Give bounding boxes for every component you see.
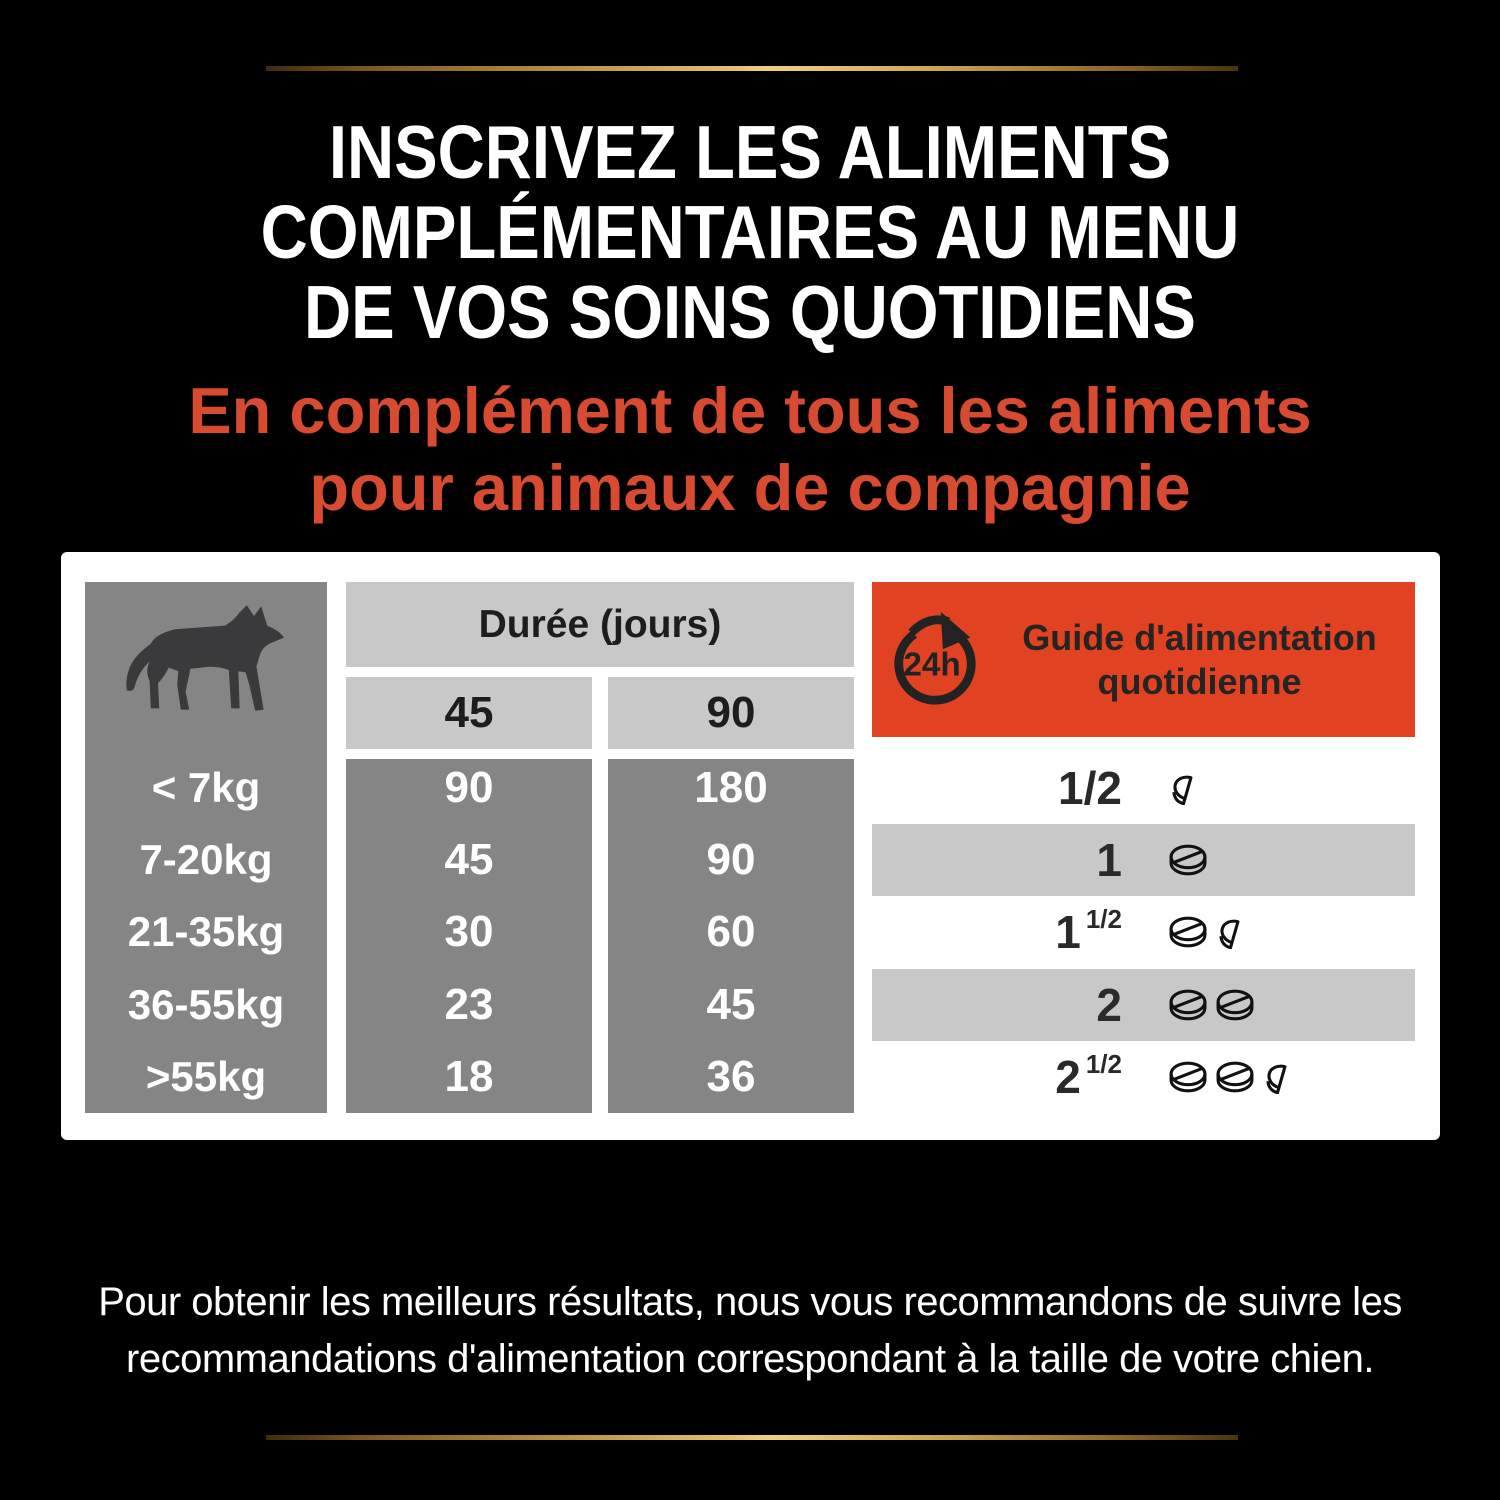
feeding-guide-header: 24h Guide d'alimentation quotidienne bbox=[872, 582, 1415, 737]
weight-row-label: < 7kg bbox=[151, 764, 261, 811]
page-subtitle: En complément de tous les aliments pour … bbox=[0, 372, 1500, 526]
guide-title-line: quotidienne bbox=[1097, 660, 1302, 702]
duration-45-values: 90 45 30 23 18 bbox=[346, 759, 592, 1113]
feeding-guide-row: 2 1/2 bbox=[872, 1041, 1415, 1113]
duration-value: 23 bbox=[444, 979, 494, 1029]
tablet-full-icon bbox=[1169, 917, 1207, 948]
duration-value: 30 bbox=[444, 907, 494, 957]
subtitle-line: En complément de tous les aliments bbox=[188, 374, 1312, 447]
page-title: INSCRIVEZ LES ALIMENTS COMPLÉMENTAIRES A… bbox=[98, 112, 1403, 352]
tablet-count: 2 bbox=[1096, 978, 1122, 1031]
feeding-table-card: < 7kg 7-20kg 21-35kg 36-55kg >55kg Durée (jo… bbox=[61, 552, 1440, 1140]
tablet-icons bbox=[1168, 915, 1243, 950]
feeding-guide-row: 1 bbox=[872, 824, 1415, 897]
tablet-count: 1 1/2 bbox=[1055, 904, 1122, 959]
weight-row-label: 21-35kg bbox=[127, 908, 285, 956]
duration-value: 60 bbox=[706, 907, 756, 957]
tablet-half-icon bbox=[1219, 920, 1240, 950]
duration-col-45-label: 45 bbox=[444, 688, 494, 737]
duration-value: 90 bbox=[444, 763, 494, 812]
title-line: DE VOS SOINS QUOTIDIENS bbox=[304, 270, 1196, 354]
footer-line: Pour obtenir les meilleurs résultats, no… bbox=[98, 1280, 1402, 1324]
dog-icon bbox=[126, 605, 284, 711]
duration-value: 45 bbox=[444, 835, 494, 885]
tablet-full-icon bbox=[1216, 989, 1254, 1021]
tablet-full-icon bbox=[1216, 1061, 1254, 1093]
tablet-icons bbox=[1168, 1060, 1290, 1094]
weight-row-label: 7-20kg bbox=[139, 836, 273, 884]
24h-clock-arrow-icon: 24h bbox=[894, 611, 976, 705]
duration-col-45-header: 45 bbox=[346, 677, 592, 749]
subtitle-line: pour animaux de compagnie bbox=[309, 451, 1191, 524]
duration-value: 45 bbox=[706, 979, 756, 1029]
duration-value: 18 bbox=[444, 1051, 494, 1101]
duration-header: Durée (jours) bbox=[346, 582, 854, 667]
duration-value: 180 bbox=[694, 763, 768, 812]
feeding-guide-row: 2 bbox=[872, 968, 1415, 1041]
duration-value: 36 bbox=[706, 1051, 756, 1101]
footer-line: recommandations d'alimentation correspon… bbox=[126, 1337, 1374, 1381]
tablet-half-icon bbox=[1266, 1064, 1287, 1094]
feeding-guide-rows: 1/2 1 1 1/2 2 2 1/2 bbox=[872, 752, 1415, 1113]
footer-note: Pour obtenir les meilleurs résultats, no… bbox=[0, 1274, 1500, 1388]
feeding-guide-row: 1/2 bbox=[872, 752, 1415, 824]
tablet-icons bbox=[1168, 988, 1255, 1022]
weight-row-label: >55kg bbox=[145, 1052, 267, 1100]
title-line: COMPLÉMENTAIRES AU MENU bbox=[260, 190, 1240, 274]
duration-value: 90 bbox=[706, 835, 756, 885]
weight-column: < 7kg 7-20kg 21-35kg 36-55kg >55kg bbox=[85, 582, 327, 1113]
svg-text:24h: 24h bbox=[903, 646, 960, 683]
feeding-guide-row: 1 1/2 bbox=[872, 896, 1415, 968]
duration-90-values: 180 90 60 45 36 bbox=[608, 759, 854, 1113]
weight-row-label: 36-55kg bbox=[127, 980, 285, 1028]
duration-col-90-header: 90 bbox=[608, 677, 854, 749]
tablet-half-icon bbox=[1172, 775, 1193, 806]
duration-col-90-label: 90 bbox=[706, 688, 756, 737]
top-divider bbox=[266, 66, 1238, 71]
duration-header-label: Durée (jours) bbox=[478, 602, 722, 646]
tablet-icons bbox=[1168, 771, 1196, 806]
title-line: INSCRIVEZ LES ALIMENTS bbox=[328, 110, 1172, 194]
bottom-divider bbox=[266, 1435, 1238, 1440]
tablet-full-icon bbox=[1169, 1061, 1207, 1093]
tablet-full-icon bbox=[1169, 844, 1207, 876]
tablet-count: 1/2 bbox=[1058, 762, 1122, 815]
feeding-guide-title: Guide d'alimentation quotidienne bbox=[984, 616, 1415, 704]
tablet-count: 2 1/2 bbox=[1055, 1048, 1122, 1103]
tablet-count: 1 bbox=[1096, 834, 1122, 887]
guide-title-line: Guide d'alimentation bbox=[1022, 616, 1377, 658]
tablet-full-icon bbox=[1169, 989, 1207, 1021]
tablet-icons bbox=[1168, 843, 1208, 877]
